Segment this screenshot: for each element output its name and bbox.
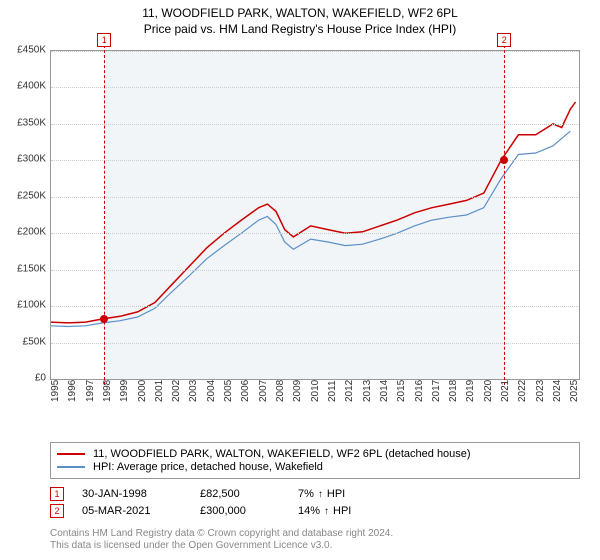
legend-item: 11, WOODFIELD PARK, WALTON, WAKEFIELD, W… (57, 448, 573, 460)
x-axis-label: 2021 (500, 380, 511, 402)
x-axis-label: 2008 (275, 380, 286, 402)
transaction-pct-value: 7% (298, 488, 314, 500)
legend-box: 11, WOODFIELD PARK, WALTON, WAKEFIELD, W… (50, 442, 580, 479)
x-axis-label: 2011 (327, 380, 338, 402)
y-axis-label: £400K (17, 81, 46, 92)
transaction-suffix: HPI (327, 488, 345, 500)
x-axis-label: 2025 (569, 380, 580, 402)
transaction-pct: 14% ↑ HPI (298, 505, 351, 517)
x-axis-label: 2006 (240, 380, 251, 402)
x-axis-label: 2001 (154, 380, 165, 402)
x-axis-label: 2019 (465, 380, 476, 402)
x-axis-label: 1998 (102, 380, 113, 402)
x-axis-label: 2024 (552, 380, 563, 402)
x-axis-label: 2016 (414, 380, 425, 402)
x-axis-label: 2005 (223, 380, 234, 402)
title-block: 11, WOODFIELD PARK, WALTON, WAKEFIELD, W… (0, 0, 600, 36)
gridline-h (51, 51, 579, 52)
x-axis-label: 2000 (137, 380, 148, 402)
x-axis-label: 2013 (362, 380, 373, 402)
y-axis-label: £200K (17, 227, 46, 238)
transaction-price: £300,000 (200, 505, 280, 517)
transaction-date: 30-JAN-1998 (82, 488, 182, 500)
y-axis-label: £150K (17, 263, 46, 274)
y-axis-label: £50K (23, 336, 46, 347)
transaction-row: 1 30-JAN-1998 £82,500 7% ↑ HPI (50, 487, 580, 501)
marker-line-2 (504, 45, 505, 385)
x-axis-label: 2014 (379, 380, 390, 402)
y-axis-label: £350K (17, 117, 46, 128)
legend-label: HPI: Average price, detached house, Wake… (93, 461, 323, 473)
gridline-h (51, 270, 579, 271)
x-axis-label: 2007 (258, 380, 269, 402)
transaction-table: 1 30-JAN-1998 £82,500 7% ↑ HPI 2 05-MAR-2021 £30… (50, 484, 580, 521)
gridline-h (51, 306, 579, 307)
y-axis-label: £100K (17, 300, 46, 311)
marker-box-1: 1 (97, 33, 111, 47)
x-axis-label: 2009 (292, 380, 303, 402)
gridline-h (51, 124, 579, 125)
x-axis-label: 2003 (188, 380, 199, 402)
transaction-suffix: HPI (333, 505, 351, 517)
x-axis-label: 2002 (171, 380, 182, 402)
chart-container: 11, WOODFIELD PARK, WALTON, WAKEFIELD, W… (0, 0, 600, 560)
y-axis-label: £250K (17, 190, 46, 201)
series-property (51, 102, 576, 323)
plot-area: 12 (50, 50, 580, 380)
line-series-svg (51, 51, 579, 379)
legend-swatch (57, 466, 85, 468)
y-axis-label: £300K (17, 154, 46, 165)
title-address: 11, WOODFIELD PARK, WALTON, WAKEFIELD, W… (0, 6, 600, 20)
transaction-pct: 7% ↑ HPI (298, 488, 345, 500)
x-axis-label: 2023 (535, 380, 546, 402)
gridline-h (51, 233, 579, 234)
transaction-row: 2 05-MAR-2021 £300,000 14% ↑ HPI (50, 504, 580, 518)
legend-swatch (57, 453, 85, 455)
footnote-line-2: This data is licensed under the Open Gov… (50, 540, 393, 552)
marker-box-2: 2 (497, 33, 511, 47)
arrow-up-icon: ↑ (318, 489, 323, 500)
footnote: Contains HM Land Registry data © Crown c… (50, 528, 393, 552)
marker-dot-2 (500, 156, 508, 164)
x-axis-label: 1996 (67, 380, 78, 402)
transaction-price: £82,500 (200, 488, 280, 500)
x-axis-label: 2018 (448, 380, 459, 402)
marker-dot-1 (100, 315, 108, 323)
x-axis-label: 2012 (344, 380, 355, 402)
marker-line-1 (104, 45, 105, 385)
legend-item: HPI: Average price, detached house, Wake… (57, 461, 573, 473)
x-axis-label: 2017 (431, 380, 442, 402)
x-axis-label: 1999 (119, 380, 130, 402)
transaction-date: 05-MAR-2021 (82, 505, 182, 517)
transaction-marker: 2 (50, 504, 64, 518)
transaction-pct-value: 14% (298, 505, 320, 517)
x-axis-label: 2022 (517, 380, 528, 402)
x-axis-label: 2010 (310, 380, 321, 402)
gridline-h (51, 197, 579, 198)
gridline-h (51, 343, 579, 344)
x-axis-label: 2020 (483, 380, 494, 402)
gridline-h (51, 87, 579, 88)
x-axis-label: 2004 (206, 380, 217, 402)
footnote-line-1: Contains HM Land Registry data © Crown c… (50, 528, 393, 540)
transaction-marker: 1 (50, 487, 64, 501)
legend-label: 11, WOODFIELD PARK, WALTON, WAKEFIELD, W… (93, 448, 471, 460)
x-axis-label: 1995 (50, 380, 61, 402)
y-axis-label: £0 (35, 373, 46, 384)
x-axis-label: 1997 (85, 380, 96, 402)
arrow-up-icon: ↑ (324, 506, 329, 517)
y-axis-label: £450K (17, 45, 46, 56)
x-axis-label: 2015 (396, 380, 407, 402)
chart-area: 12 £0£50K£100K£150K£200K£250K£300K£350K£… (50, 50, 580, 430)
